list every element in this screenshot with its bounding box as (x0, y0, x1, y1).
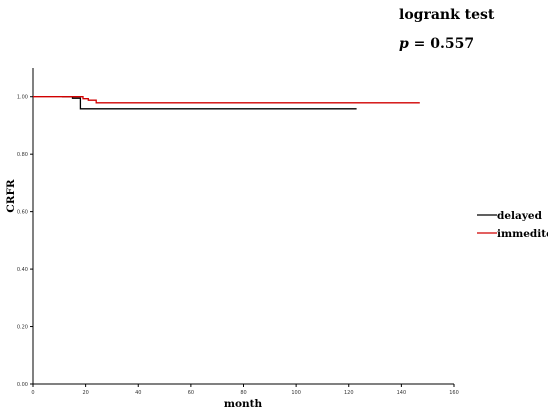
x-tick-label: 100 (291, 390, 301, 396)
x-tick-label: 160 (449, 390, 459, 396)
series-layer (33, 96, 420, 110)
legend-label-delayed: delayed (497, 210, 543, 222)
y-tick-label: 0.80 (17, 152, 28, 158)
legend: delayed immedite (477, 210, 548, 240)
y-tick-label: 0.60 (17, 210, 28, 216)
x-tick-label: 40 (135, 390, 141, 396)
p-text: = 0.557 (409, 36, 474, 52)
legend-label-immedite: immedite (497, 228, 548, 240)
y-tick-label: 0.40 (17, 267, 28, 273)
y-axis-title: CRFR (5, 179, 17, 213)
x-axis-title: month (224, 398, 263, 410)
x-tick-label: 0 (31, 390, 34, 396)
y-ticks: 0.00 0.20 0.40 0.60 0.80 1.00 (17, 95, 33, 388)
p-symbol: p (399, 36, 409, 52)
series-line-immedite (33, 96, 420, 104)
y-tick-label: 1.00 (17, 95, 28, 101)
x-tick-label: 80 (240, 390, 246, 396)
x-tick-label: 60 (188, 390, 194, 396)
logrank-label: logrank test (399, 7, 495, 23)
y-tick-label: 0.00 (17, 382, 28, 388)
x-tick-label: 20 (82, 390, 88, 396)
x-ticks: 0 20 40 60 80 100 120 140 160 (31, 384, 459, 396)
y-tick-label: 0.20 (17, 325, 28, 331)
x-tick-label: 120 (344, 390, 354, 396)
x-tick-label: 140 (397, 390, 407, 396)
p-value: p = 0.557 (399, 36, 474, 52)
